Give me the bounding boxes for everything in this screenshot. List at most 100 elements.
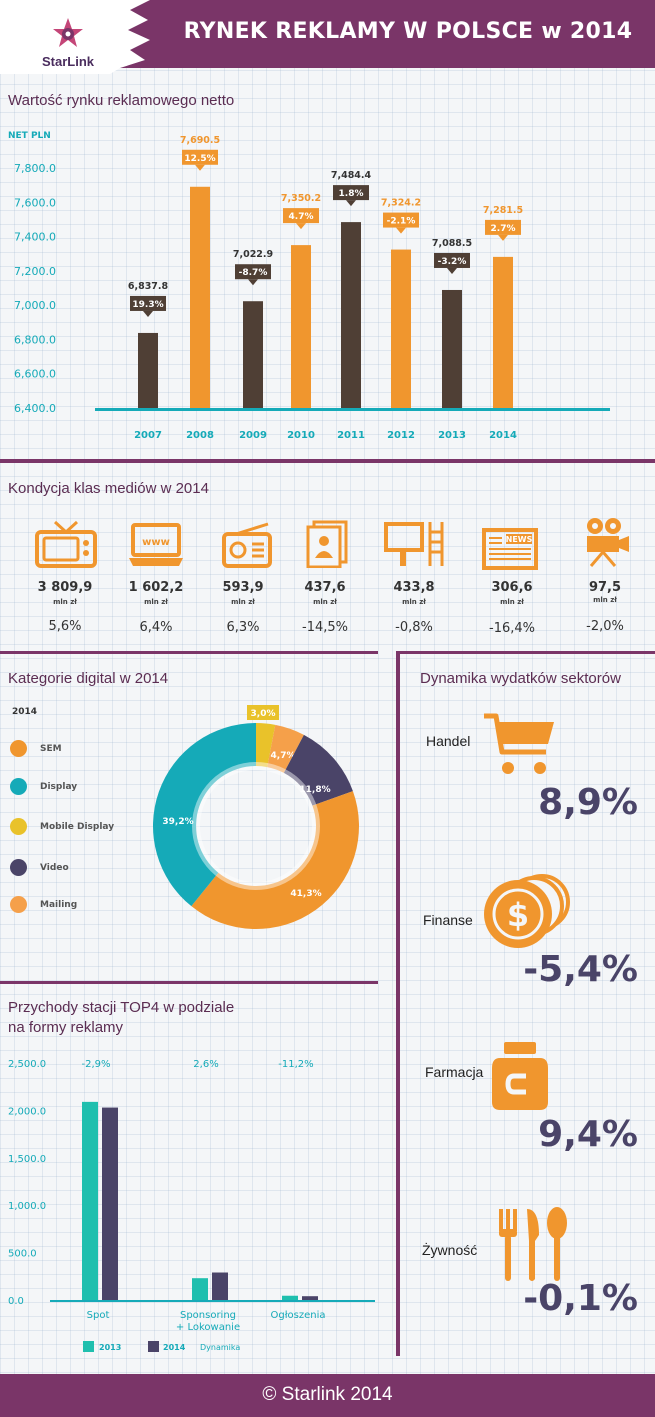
svg-text:$: $ [507,896,529,934]
shopping-cart-icon [484,713,554,774]
media-change-newspapers: -16,4% [489,621,535,636]
media-unit-internet: mln zł [144,598,168,606]
footer: © Starlink 2014 [0,1374,655,1417]
bar [341,222,361,408]
section-divider [397,651,655,654]
y-tick-label: 1,000.0 [8,1201,46,1212]
bar [190,186,210,408]
change-badge [182,149,218,165]
sector-name-zywnosc: Żywność [422,1242,478,1258]
x-tick-label: + Lokowanie [176,1322,240,1333]
legend-swatch [10,818,27,835]
donut-inner-ring [192,762,320,890]
slice-label: 3,0% [251,709,276,719]
change-badge-pointer [143,310,153,317]
top4-section-title: Przychody stacji TOP4 w podziale [8,999,235,1016]
cutlery-icon [499,1207,567,1281]
x-tick-label: 2011 [337,430,365,441]
bar-value-label: 7,022.9 [233,249,273,260]
bar-2014 [212,1272,228,1300]
y-tick-label: 7,400.0 [14,231,56,244]
media-section-title: Kondycja klas mediów w 2014 [8,480,209,497]
media-unit-outdoor: mln zł [402,598,426,606]
internet-www-icon: www [129,523,183,566]
medicine-jar-icon [492,1042,548,1110]
legend-swatch [10,859,27,876]
section-divider [0,981,378,984]
change-badge [333,185,369,201]
bar [493,256,513,408]
change-label: 12.5% [184,154,215,164]
section-divider [0,459,655,463]
slice-label: 39,2% [162,817,193,827]
slice-label: 4,7% [271,751,296,761]
change-badge [283,208,319,224]
sector-value-farmacja: 9,4% [538,1114,638,1155]
legend-item-mobile-display: Mobile Display [10,818,114,835]
x-tick-label: 2013 [438,430,466,441]
x-tick-label: 2012 [387,430,415,441]
bar-2013 [192,1278,208,1300]
media-value-tv: 3 809,9 [37,580,93,595]
change-label: -8.7% [239,268,268,278]
media-value-magazines: 437,6 [304,580,346,595]
y-tick-label: 0.0 [8,1296,24,1307]
legend-item-sem: SEM [10,740,62,757]
media-unit-tv: mln zł [53,598,77,606]
media-unit-cinema: mln zł [593,596,617,604]
x-tick-label: 2008 [186,430,214,441]
legend-label: 2014 [163,1343,186,1352]
donut-slice [267,724,304,773]
section-divider [0,651,378,654]
change-label: -3.2% [438,257,467,267]
media-value-outdoor: 433,8 [393,580,435,595]
dynamics-label: 2,6% [193,1059,218,1070]
sector-name-finanse: Finanse [423,912,473,928]
sectors-section-title: Dynamika wydatków sektorów [420,670,621,687]
media-unit-radio: mln zł [231,598,255,606]
sector-value-finanse: -5,4% [523,949,638,990]
y-tick-label: 7,800.0 [14,162,56,175]
slice-label-box [247,705,279,720]
x-tick-label: Ogłoszenia [270,1310,325,1321]
legend-label: 2013 [99,1343,121,1352]
top4-section-subtitle: na formy reklamy [8,1019,124,1036]
legend-swatch [10,896,27,913]
cinema-camera-icon [587,518,629,567]
bar-value-label: 7,324.2 [381,198,421,209]
bar [391,249,411,408]
column-divider [396,651,400,1356]
bar [291,245,311,408]
legend-label: Mailing [40,899,78,910]
media-change-radio: 6,3% [226,620,260,635]
dynamics-label: -2,9% [81,1059,110,1070]
svg-text:NEWS: NEWS [506,535,533,544]
donut-slice [283,734,353,806]
media-change-magazines: -14,5% [302,620,348,635]
legend-item-display: Display [10,778,77,795]
brand-name: StarLink [41,54,94,69]
media-change-tv: 5,6% [48,619,82,634]
sector-value-zywnosc: -0,1% [523,1278,638,1319]
y-tick-label: 1,500.0 [8,1154,46,1165]
dollar-coins-icon: $ [484,874,570,948]
bar [442,289,462,408]
legend-item-mailing: Mailing [10,896,77,913]
bar-value-label: 7,350.2 [281,193,321,204]
sector-name-farmacja: Farmacja [425,1064,484,1080]
outdoor-billboard-icon [384,522,444,566]
starlink-logo [0,0,150,74]
bar-value-label: 7,088.5 [432,238,472,249]
media-value-internet: 1 602,2 [128,580,184,595]
change-badge-pointer [296,223,306,230]
y-tick-label: 2,000.0 [8,1106,46,1117]
y-axis-unit-label: NET PLN [8,131,51,141]
media-change-internet: 6,4% [139,620,173,635]
media-change-cinema: -2,0% [586,619,624,634]
x-axis-line [50,1300,375,1302]
legend-swatch [10,778,27,795]
change-label: 2.7% [491,224,516,234]
legend-label: SEM [40,743,62,754]
bar [138,332,158,408]
y-tick-label: 6,400.0 [14,402,56,415]
